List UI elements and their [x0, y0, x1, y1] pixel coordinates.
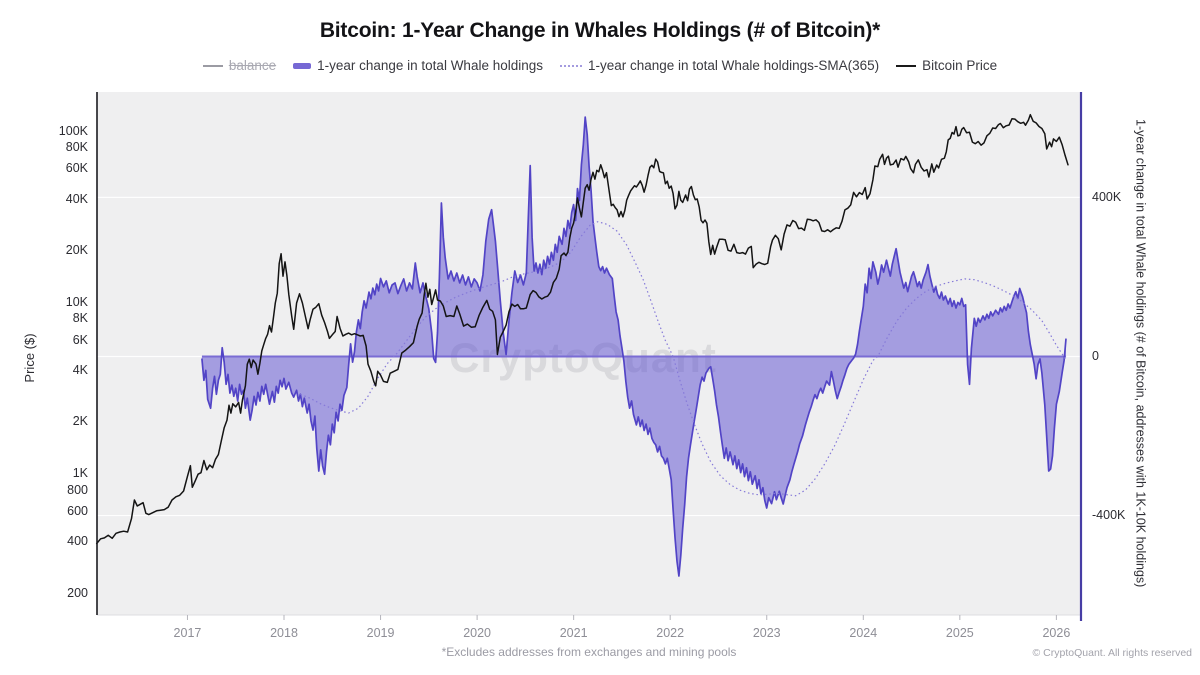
price-tick-label: 40K [65, 191, 88, 206]
whale-change-area [201, 117, 1066, 576]
whale-tick-label: 0 [1092, 348, 1099, 363]
year-tick-label: 2021 [559, 626, 588, 640]
legend-label: 1-year change in total Whale holdings-SM… [588, 58, 880, 73]
legend-label: balance [228, 58, 277, 73]
year-tick-label: 2025 [945, 626, 974, 640]
right-axis-title: 1-year change in total Whale holdings (#… [1133, 119, 1148, 588]
legend-swatch-dotted-icon [560, 64, 582, 67]
whale-change-sma-line [300, 221, 1067, 497]
legend-item-3[interactable]: Bitcoin Price [896, 58, 997, 73]
legend-swatch-line-icon [896, 64, 917, 67]
price-tick-label: 800 [67, 482, 88, 497]
legend-label: Bitcoin Price [922, 58, 998, 73]
year-tick-label: 2023 [752, 626, 781, 640]
whale-tick-label: 400K [1092, 189, 1122, 204]
legend-item-2[interactable]: 1-year change in total Whale holdings-SM… [560, 58, 879, 73]
bitcoin-price-line [95, 113, 1069, 545]
chart-title: Bitcoin: 1-Year Change in Whales Holding… [319, 19, 881, 42]
year-tick-label: 2022 [656, 626, 685, 640]
year-tick-label: 2020 [463, 626, 491, 640]
whale-tick-label: -400K [1092, 508, 1126, 523]
price-tick-label: 20K [65, 243, 88, 258]
year-tick-label: 2018 [270, 626, 298, 640]
legend-item-1[interactable]: 1-year change in total Whale holdings [293, 58, 543, 73]
price-tick-label: 2K [72, 414, 88, 429]
year-tick-label: 2019 [366, 626, 395, 640]
whale-change-line [201, 116, 1067, 577]
copyright: © CryptoQuant. All rights reserved [1032, 647, 1192, 659]
year-tick-label: 2024 [849, 626, 878, 640]
price-tick-label: 6K [72, 332, 88, 347]
price-tick-label: 60K [65, 161, 88, 176]
price-tick-label: 200 [67, 585, 88, 600]
price-tick-label: 400 [67, 534, 88, 549]
year-tick-label: 2017 [173, 626, 202, 640]
legend-label: 1-year change in total Whale holdings [317, 58, 543, 73]
legend-swatch-line-icon [202, 64, 223, 67]
price-tick-label: 100K [58, 123, 88, 138]
price-tick-label: 80K [65, 140, 88, 155]
legend-swatch-thick-icon [293, 62, 312, 69]
price-tick-label: 8K [72, 311, 88, 326]
price-tick-label: 1K [72, 465, 88, 480]
price-tick-label: 600 [67, 503, 88, 518]
legend-item-0[interactable]: balance [202, 58, 277, 73]
price-tick-label: 4K [72, 362, 88, 377]
year-tick-label: 2026 [1042, 626, 1071, 640]
legend: balance 1-year change in total Whale hold… [0, 58, 1200, 73]
footnote: *Excludes addresses from exchanges and m… [441, 645, 737, 659]
price-tick-label: 10K [65, 294, 88, 309]
